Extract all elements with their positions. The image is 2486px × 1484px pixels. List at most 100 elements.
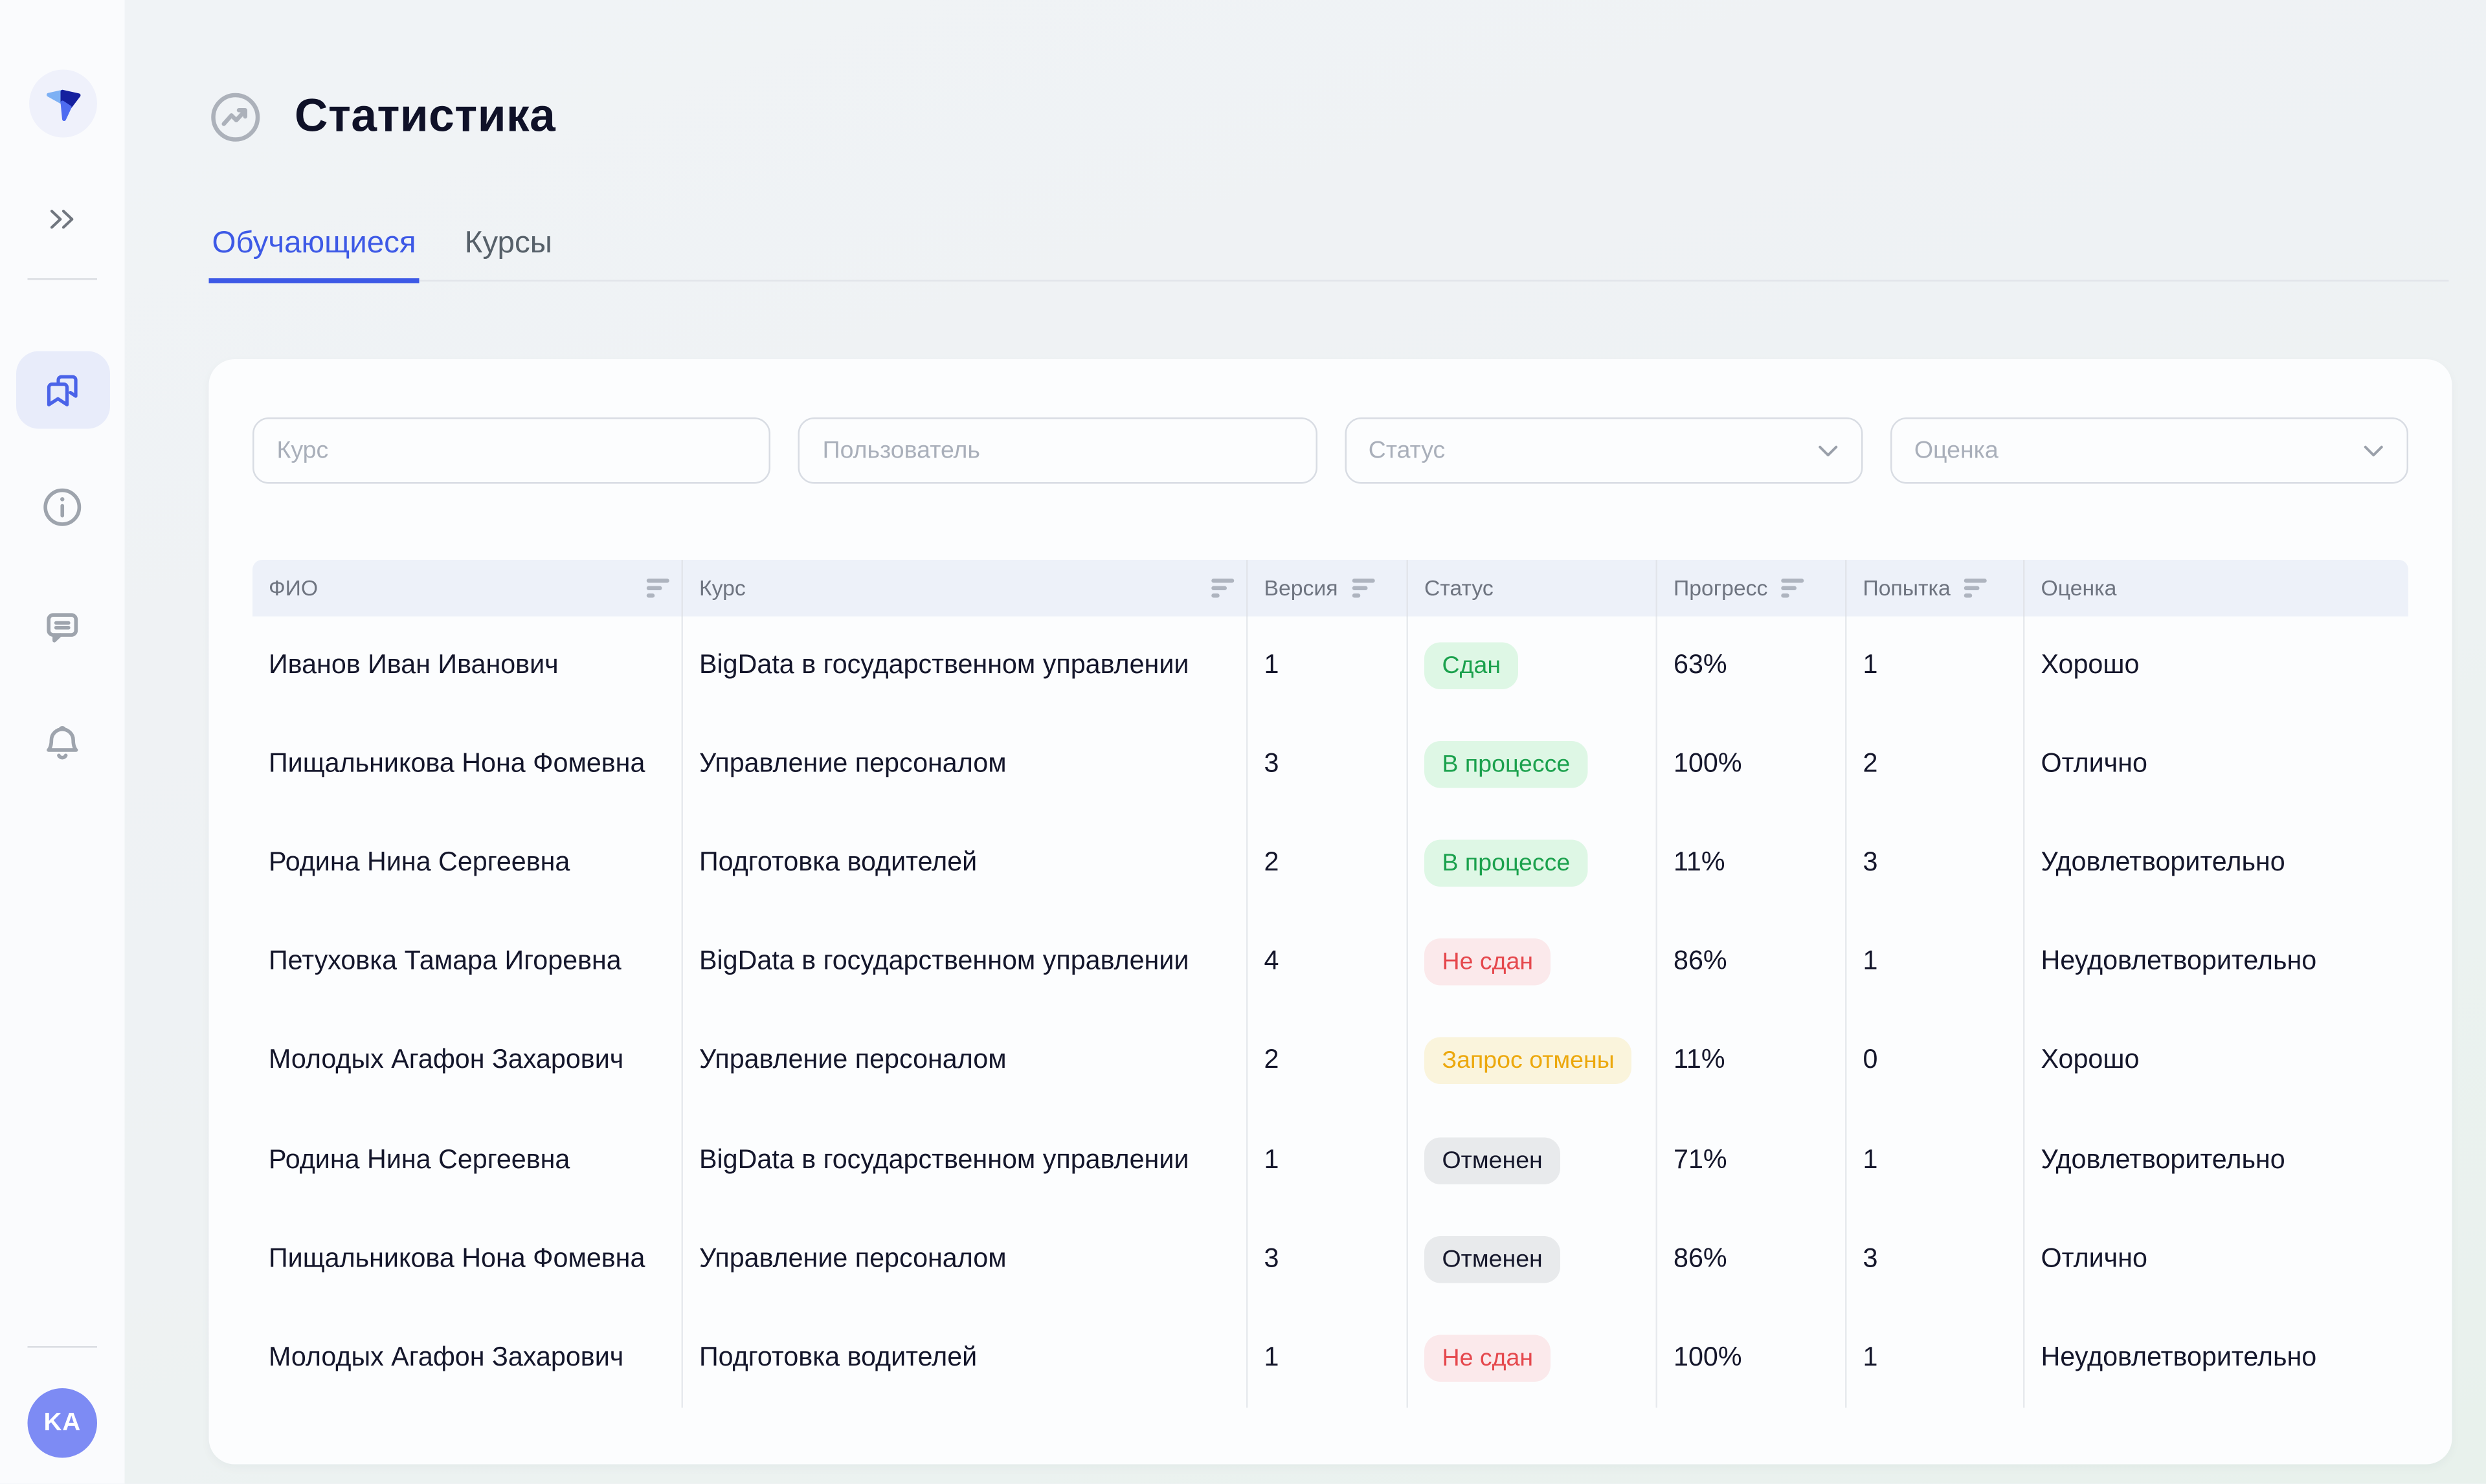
filters-row: Статус Оценка (252, 417, 2408, 484)
tab-students[interactable]: Обучающиеся (208, 227, 420, 283)
cell-grade: Неудовлетворительно (2023, 913, 2410, 1012)
cell-fio: Молодых Агафон Захарович (269, 1342, 624, 1372)
info-icon (43, 487, 82, 526)
cell-progress: 11% (1655, 1012, 1846, 1111)
cell-status: Не сдан (1406, 913, 1656, 1012)
bookmarks-icon (47, 374, 78, 406)
user-filter-input[interactable] (798, 417, 1317, 484)
table-row: Молодых Агафон Захарович Управление персо… (252, 1012, 2408, 1111)
results-table: ФИО Курс Версия Статус Прогресс Попытка О… (252, 560, 2410, 1408)
cell-attempt: 3 (1845, 1209, 2023, 1309)
sort-icon (646, 579, 669, 598)
chevron-down-icon (1818, 445, 1837, 456)
table-row: Пищальникова Нона Фомевна Управление перс… (252, 1209, 2410, 1309)
chat-icon (47, 612, 78, 642)
cell-course: Управление персоналом (681, 1209, 1247, 1309)
cell-course: BigData в государственном управлении (681, 1111, 1247, 1210)
tab-courses[interactable]: Курсы (464, 227, 552, 261)
app-logo[interactable] (28, 69, 96, 138)
table-row: Пищальникова Нона Фомевна Управление перс… (252, 715, 2408, 814)
status-badge: В процессе (1424, 840, 1588, 887)
status-badge: Отменен (1424, 1136, 1561, 1184)
cell-version: 1 (1246, 616, 1407, 716)
cell-grade: Удовлетворительно (2023, 814, 2410, 913)
chevron-down-icon (2364, 445, 2383, 456)
sidebar-item-notifications[interactable] (16, 711, 109, 775)
page-header: Статистика (209, 89, 2486, 144)
cell-attempt: 0 (1845, 1012, 2023, 1111)
cell-version: 3 (1246, 715, 1407, 814)
sort-icon (1351, 579, 1374, 598)
cell-fio: Родина Нина Сергеевна (269, 1144, 570, 1174)
cell-fio: Иванов Иван Иванович (269, 650, 559, 680)
column-header-status: Статус (1406, 560, 1656, 617)
cell-course: Управление персоналом (681, 1012, 1247, 1111)
status-filter-placeholder: Статус (1368, 437, 1446, 465)
column-header-attempt[interactable]: Попытка (1845, 560, 2023, 617)
cell-course: Управление персоналом (681, 715, 1247, 814)
column-label: Версия (1264, 576, 1338, 601)
sidebar: KA (0, 0, 125, 1484)
column-header-fio[interactable]: ФИО (252, 560, 682, 617)
column-label: Оценка (2041, 576, 2117, 601)
cell-progress: 71% (1655, 1111, 1846, 1210)
sidebar-divider (27, 278, 97, 280)
table-row: Иванов Иван Иванович BigData в государств… (252, 616, 2410, 716)
cell-grade: Хорошо (2023, 616, 2410, 716)
cell-progress: 63% (1655, 616, 1846, 716)
cell-status: Отменен (1406, 1111, 1656, 1210)
cell-progress: 11% (1655, 814, 1846, 913)
cell-progress: 86% (1655, 1209, 1846, 1309)
cell-grade: Неудовлетворительно (2023, 1308, 2410, 1408)
column-header-progress[interactable]: Прогресс (1655, 560, 1846, 617)
cell-fio: Молодых Агафон Захарович (269, 1046, 624, 1076)
cell-grade: Отлично (2023, 1209, 2410, 1309)
cell-progress: 100% (1655, 1308, 1846, 1408)
page-title: Статистика (295, 89, 556, 142)
statistics-card: Статус Оценка ФИО Курс Версия Статус Прог… (208, 359, 2452, 1465)
cell-status: В процессе (1406, 814, 1656, 913)
column-header-grade: Оценка (2023, 560, 2410, 617)
column-header-course[interactable]: Курс (681, 560, 1247, 617)
cell-version: 3 (1246, 1209, 1407, 1309)
sidebar-item-courses[interactable] (15, 351, 109, 429)
sidebar-footer: KA (0, 1346, 125, 1484)
cell-progress: 100% (1655, 715, 1846, 814)
user-avatar[interactable]: KA (27, 1388, 97, 1458)
status-badge: Запрос отмены (1424, 1037, 1633, 1085)
table-row: Родина Нина Сергеевна BigData в государст… (252, 1111, 2408, 1210)
cell-course: BigData в государственном управлении (681, 616, 1247, 716)
cell-status: Отменен (1406, 1209, 1656, 1309)
status-badge: В процессе (1424, 741, 1588, 788)
cell-grade: Хорошо (2023, 1012, 2410, 1111)
sort-icon (1781, 579, 1804, 598)
sort-icon (1964, 579, 1988, 598)
column-label: Статус (1424, 576, 1494, 601)
table-header: ФИО Курс Версия Статус Прогресс Попытка О… (252, 560, 2408, 617)
expand-sidebar-button[interactable] (42, 203, 83, 237)
course-filter-input[interactable] (252, 417, 771, 484)
cell-fio: Петуховка Тамара Игоревна (269, 947, 622, 977)
cell-fio: Пищальникова Нона Фомевна (269, 1243, 645, 1273)
status-filter-select[interactable]: Статус (1344, 417, 1863, 484)
table-row: Молодых Агафон Захарович Подготовка водит… (252, 1308, 2410, 1408)
main-content: Статистика Обучающиеся Курсы Статус Оцен… (125, 0, 2486, 1484)
chevron-double-right-icon (50, 210, 74, 229)
cell-attempt: 3 (1845, 814, 2023, 913)
cell-attempt: 1 (1845, 913, 2023, 1012)
grade-filter-select[interactable]: Оценка (1890, 417, 2408, 484)
status-badge: Сдан (1424, 642, 1519, 690)
cell-version: 2 (1246, 814, 1407, 913)
sidebar-item-info[interactable] (16, 474, 109, 539)
column-label: Попытка (1863, 576, 1951, 601)
cell-attempt: 1 (1845, 1308, 2023, 1408)
tab-bar: Обучающиеся Курсы (208, 227, 2449, 283)
cell-version: 1 (1246, 1111, 1407, 1210)
cell-status: Не сдан (1406, 1308, 1656, 1408)
cell-version: 1 (1246, 1308, 1407, 1408)
sidebar-item-messages[interactable] (16, 595, 109, 660)
cell-status: В процессе (1406, 715, 1656, 814)
column-header-version[interactable]: Версия (1246, 560, 1407, 617)
status-badge: Отменен (1424, 1235, 1561, 1283)
